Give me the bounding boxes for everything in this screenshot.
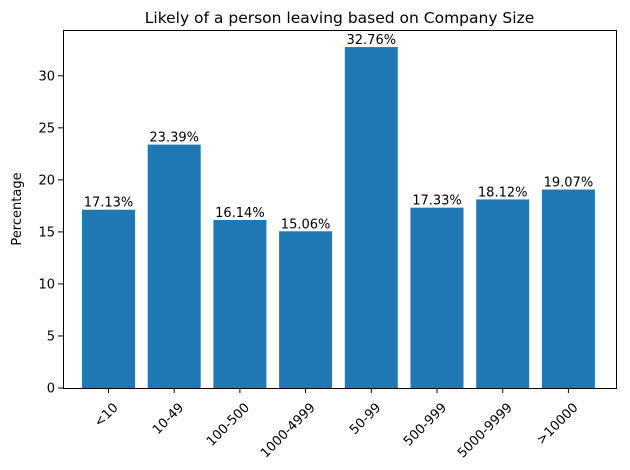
bar-3 bbox=[279, 231, 333, 388]
data-label-7: 19.07% bbox=[544, 176, 594, 191]
data-label-1: 23.39% bbox=[149, 131, 199, 146]
bar-4 bbox=[344, 47, 398, 388]
x-tick-label-2: 100-500 bbox=[204, 400, 253, 449]
y-axis-label: Percentage bbox=[10, 172, 25, 245]
y-tick-label-6: 30 bbox=[38, 69, 55, 84]
x-tick-label-3: 1000-4999 bbox=[258, 400, 319, 461]
y-axis-ticks: 0 5 10 15 20 25 30 bbox=[38, 69, 63, 397]
data-label-2: 16.14% bbox=[215, 206, 265, 221]
y-tick-label-0: 0 bbox=[47, 382, 55, 397]
y-tick-label-5: 25 bbox=[38, 121, 55, 136]
x-tick-label-7: >10000 bbox=[534, 400, 582, 448]
x-axis-ticks: <10 10-49 100-500 1000-4999 50-99 500-999 5000… bbox=[92, 388, 582, 461]
data-labels: 17.13% 23.39% 16.14% 15.06% 32.76% 17.33% 18.1… bbox=[84, 33, 593, 232]
bar-1 bbox=[147, 144, 201, 388]
bar-2 bbox=[213, 220, 267, 388]
data-label-5: 17.33% bbox=[412, 194, 462, 209]
x-tick-label-0: <10 bbox=[92, 400, 122, 430]
y-tick-label-3: 15 bbox=[38, 225, 55, 240]
plot-frame bbox=[63, 30, 617, 389]
bars bbox=[82, 47, 595, 388]
y-tick-label-4: 20 bbox=[38, 173, 55, 188]
bar-0 bbox=[82, 209, 135, 388]
data-label-3: 15.06% bbox=[281, 217, 331, 232]
chart-title: Likely of a person leaving based on Comp… bbox=[145, 9, 535, 27]
y-tick-label-2: 10 bbox=[38, 277, 55, 292]
bar-6 bbox=[476, 199, 530, 388]
y-tick-label-1: 5 bbox=[47, 329, 55, 344]
x-tick-label-4: 50-99 bbox=[347, 400, 384, 437]
x-tick-label-1: 10-49 bbox=[150, 400, 187, 437]
data-label-6: 18.12% bbox=[478, 185, 528, 200]
bar-5 bbox=[410, 207, 464, 388]
data-label-0: 17.13% bbox=[84, 196, 134, 211]
data-label-4: 32.76% bbox=[347, 33, 397, 48]
x-tick-label-5: 500-999 bbox=[401, 400, 450, 449]
bar-7 bbox=[541, 189, 595, 388]
x-tick-label-6: 5000-9999 bbox=[455, 400, 516, 461]
